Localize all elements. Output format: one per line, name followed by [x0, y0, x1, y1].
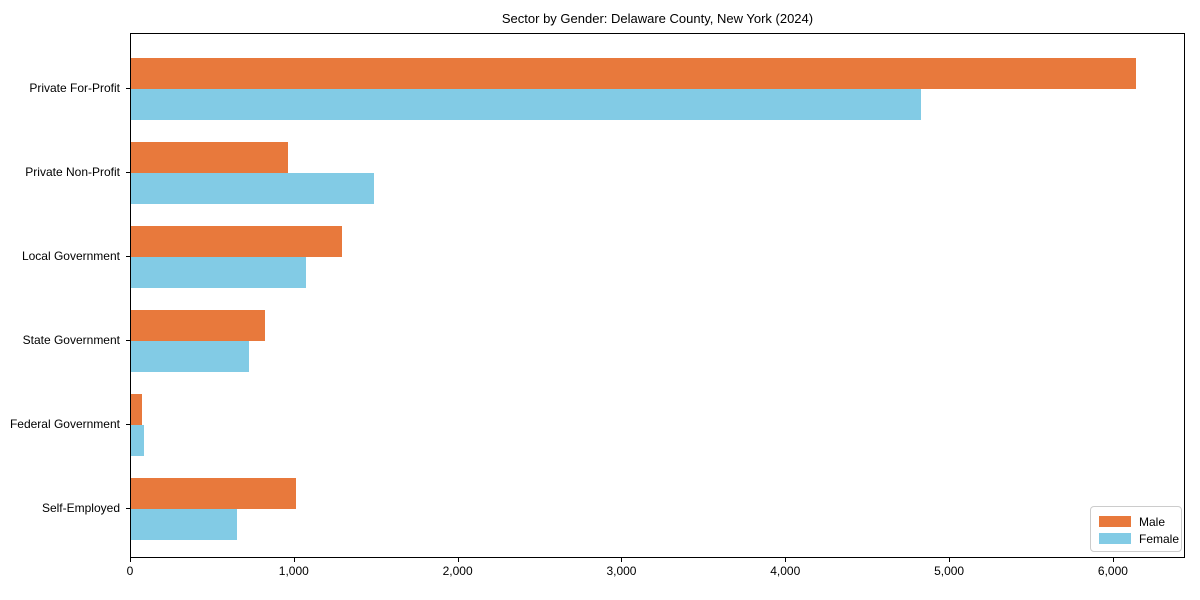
x-axis-tick [621, 558, 623, 562]
y-axis-tick [126, 340, 130, 341]
y-axis-label: Self-Employed [41, 501, 120, 515]
bar-male-4 [131, 310, 265, 341]
x-axis-tick-label: 6,000 [1097, 564, 1128, 578]
bar-male-5 [131, 394, 142, 425]
x-axis-tick [293, 558, 295, 562]
legend-swatch-female [1099, 533, 1131, 544]
x-axis-tick-label: 4,000 [770, 564, 801, 578]
bar-male-3 [131, 226, 342, 257]
x-axis-tick [130, 558, 131, 562]
x-axis-tick [785, 558, 787, 562]
chart-title: Sector by Gender: Delaware County, New Y… [501, 11, 814, 26]
bar-female-5 [131, 425, 144, 456]
x-axis-tick-label: 1,000 [278, 564, 309, 578]
x-axis-tick [949, 558, 951, 562]
y-axis-label: Federal Government [9, 417, 120, 431]
legend-entry-female: Female [1099, 530, 1179, 547]
x-axis-tick [1112, 558, 1114, 562]
bar-female-4 [131, 341, 249, 372]
y-axis-tick [126, 424, 130, 425]
legend-label: Male [1139, 514, 1166, 529]
x-axis-tick-label: 5,000 [934, 564, 965, 578]
y-axis-label: Private For-Profit [29, 81, 120, 95]
bar-female-3 [131, 257, 306, 288]
bar-female-6 [131, 509, 237, 540]
y-axis-label: State Government [22, 333, 120, 347]
y-axis-tick [126, 508, 130, 509]
y-axis-tick [126, 88, 130, 89]
legend: Male Female [1090, 506, 1182, 552]
legend-label: Female [1139, 531, 1180, 546]
x-axis-tick-label: 0 [126, 564, 134, 578]
x-axis-tick-label: 2,000 [442, 564, 473, 578]
y-axis-label: Local Government [21, 249, 120, 263]
y-axis-label: Private Non-Profit [25, 165, 120, 179]
y-axis-tick [126, 256, 130, 257]
legend-swatch-male [1099, 516, 1131, 527]
bar-female-1 [131, 89, 921, 120]
y-axis-tick [126, 172, 130, 173]
bar-male-2 [131, 142, 288, 173]
bar-female-2 [131, 173, 374, 204]
x-axis-tick [457, 558, 459, 562]
x-axis-tick-label: 3,000 [606, 564, 637, 578]
plot-area [130, 33, 1185, 558]
legend-entry-male: Male [1099, 513, 1173, 530]
bar-male-6 [131, 478, 296, 509]
bar-male-1 [131, 58, 1136, 89]
